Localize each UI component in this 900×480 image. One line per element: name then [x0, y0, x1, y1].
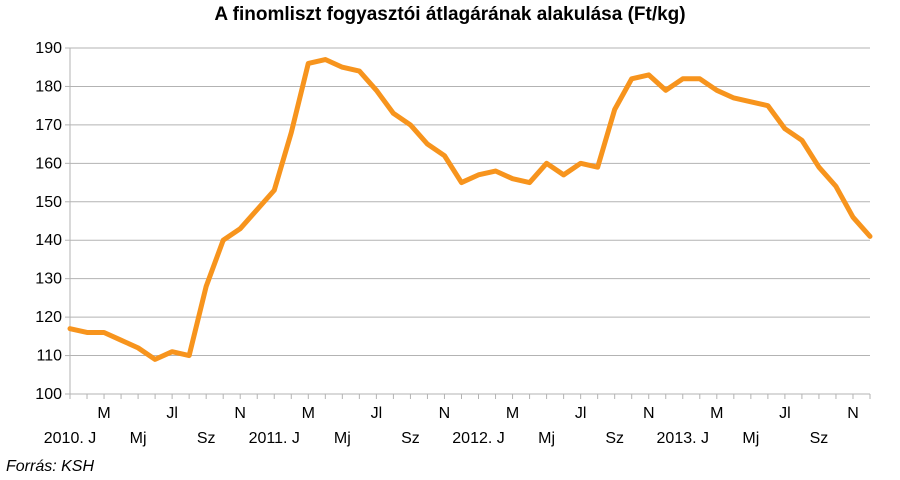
y-tick-label: 160	[35, 155, 62, 172]
x-tick-label: Mj	[742, 430, 759, 447]
data-point	[612, 107, 617, 112]
x-tick-label: M	[710, 405, 723, 422]
y-tick-label: 170	[35, 117, 62, 134]
data-point	[238, 226, 243, 231]
data-point	[204, 284, 209, 289]
x-tick-label: 2012. J	[452, 430, 504, 447]
x-tick-label: N	[234, 405, 246, 422]
x-tick-label: Sz	[401, 430, 420, 447]
data-point	[680, 76, 685, 81]
data-point	[816, 165, 821, 170]
source-note: Forrás: KSH	[6, 458, 95, 475]
data-point	[629, 76, 634, 81]
grid-lines	[70, 47, 870, 357]
x-tick-label: N	[847, 405, 859, 422]
data-point	[187, 353, 192, 358]
data-point	[714, 88, 719, 93]
data-point	[289, 130, 294, 135]
x-tick-label: Jl	[779, 405, 791, 422]
data-point	[255, 207, 260, 212]
x-tick-label: Jl	[371, 405, 383, 422]
axes	[65, 47, 871, 399]
data-point	[731, 95, 736, 100]
x-tick-label: N	[643, 405, 655, 422]
data-point	[748, 99, 753, 104]
y-tick-label: 110	[36, 348, 62, 365]
x-tick-label: 2011. J	[249, 430, 300, 447]
data-point	[663, 88, 668, 93]
series-line	[67, 57, 873, 362]
data-point	[493, 169, 498, 174]
data-point	[408, 122, 413, 127]
data-point	[459, 180, 464, 185]
data-point	[544, 161, 549, 166]
data-point	[850, 215, 855, 220]
y-tick-label: 150	[35, 194, 62, 211]
series-layer	[67, 57, 873, 362]
data-point	[476, 172, 481, 177]
x-tick-label: Jl	[575, 405, 587, 422]
x-tick-label: M	[506, 405, 519, 422]
x-tick-label: 2010. J	[44, 430, 96, 447]
x-tick-label: Mj	[334, 430, 351, 447]
data-point	[510, 176, 515, 181]
chart-title: A finomliszt fogyasztói átlagárának alak…	[214, 4, 686, 25]
data-point	[765, 103, 770, 108]
data-point	[646, 72, 651, 77]
data-point	[561, 172, 566, 177]
data-point	[868, 234, 873, 239]
y-tick-label: 190	[35, 40, 62, 57]
data-point	[782, 126, 787, 131]
data-point	[272, 188, 277, 193]
data-point	[357, 69, 362, 74]
y-tick-label: 120	[35, 309, 62, 326]
data-point	[578, 161, 583, 166]
data-point	[374, 88, 379, 93]
data-point	[340, 65, 345, 70]
data-point	[68, 326, 73, 331]
data-point	[85, 330, 90, 335]
x-tick-label: M	[302, 405, 315, 422]
data-point	[442, 153, 447, 158]
data-point	[323, 57, 328, 62]
data-point	[425, 142, 430, 147]
y-tick-label: 130	[35, 271, 62, 288]
y-tick-labels: 100 110 120 130 140 150 160 170 180 190	[35, 40, 62, 403]
data-point	[153, 357, 158, 362]
data-point	[221, 238, 226, 243]
x-tick-label: M	[97, 405, 110, 422]
data-point	[799, 138, 804, 143]
x-tick-label: N	[439, 405, 451, 422]
data-point	[527, 180, 532, 185]
data-point	[595, 165, 600, 170]
x-tick-label: Mj	[538, 430, 555, 447]
data-point	[833, 184, 838, 189]
x-tick-label: 2013. J	[657, 430, 709, 447]
x-tick-label: Sz	[810, 430, 829, 447]
x-tick-label: Mj	[130, 430, 147, 447]
data-point	[136, 345, 141, 350]
y-tick-label: 100	[35, 386, 62, 403]
data-point	[119, 338, 124, 343]
data-point	[306, 61, 311, 66]
data-point	[102, 330, 107, 335]
x-tick-labels: M Jl N M Jl N M Jl N M Jl N 2010. J Mj Sz 2011. J Mj Sz 20…	[44, 405, 859, 447]
data-point	[391, 111, 396, 116]
x-tick-label: Sz	[197, 430, 216, 447]
data-point	[697, 76, 702, 81]
y-tick-label: 180	[35, 78, 62, 95]
data-point	[170, 349, 175, 354]
y-tick-label: 140	[35, 232, 62, 249]
x-tick-label: Jl	[166, 405, 178, 422]
x-tick-label: Sz	[605, 430, 624, 447]
